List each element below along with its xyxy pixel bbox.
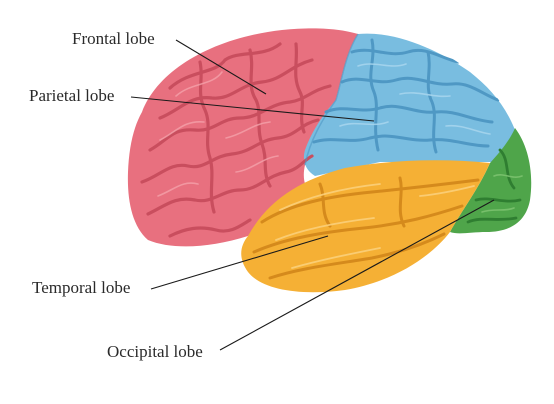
occipital-lobe-region [450, 128, 532, 234]
occipital-highlights [481, 174, 523, 213]
central-sulcus [304, 33, 359, 166]
brain-illustration [127, 28, 532, 293]
frontal-leader-line [175, 39, 267, 95]
frontal-gyri [140, 42, 332, 238]
parietal-lobe-label: Parietal lobe [29, 86, 114, 105]
leader-lines [130, 39, 495, 351]
parietal-highlights [339, 63, 491, 135]
temporal-highlights [275, 183, 475, 269]
parietal-gyri [312, 38, 500, 154]
occipital-leader-line [219, 199, 495, 351]
frontal-highlights [157, 71, 279, 197]
labels: Frontal lobe Parietal lobe Temporal lobe… [29, 29, 203, 361]
temporal-leader-line [150, 235, 329, 290]
temporal-gyri [252, 176, 480, 280]
occipital-gyri [466, 148, 522, 224]
parietal-leader-line [130, 96, 375, 122]
occipital-lobe-label: Occipital lobe [107, 342, 203, 361]
temporal-lobe-region [241, 160, 490, 293]
temporal-lobe-label: Temporal lobe [32, 278, 130, 297]
frontal-lobe-label: Frontal lobe [72, 29, 155, 48]
